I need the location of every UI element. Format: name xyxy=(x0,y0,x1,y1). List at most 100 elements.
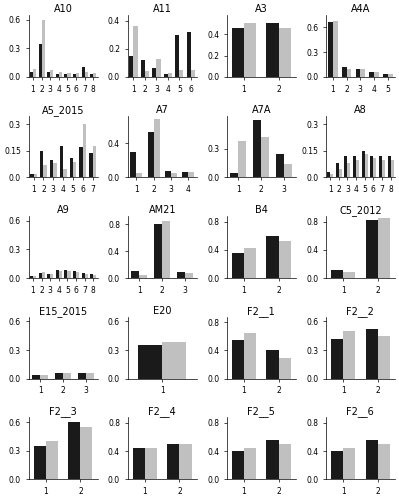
Title: F2__3: F2__3 xyxy=(49,406,77,418)
Title: A7A: A7A xyxy=(251,104,271,115)
Bar xyxy=(387,156,391,178)
Bar xyxy=(56,270,59,278)
Bar xyxy=(130,152,136,178)
Title: A3: A3 xyxy=(255,4,268,14)
Bar xyxy=(391,160,393,178)
Bar xyxy=(68,422,81,479)
Bar xyxy=(356,68,360,77)
Bar xyxy=(145,448,157,479)
Bar xyxy=(78,373,86,378)
Bar xyxy=(141,60,145,77)
Bar xyxy=(182,172,188,178)
Bar xyxy=(344,156,348,178)
Bar xyxy=(50,274,53,278)
Bar xyxy=(365,440,377,479)
Bar xyxy=(134,26,138,77)
Bar xyxy=(176,34,180,77)
Bar xyxy=(138,346,162,378)
Bar xyxy=(32,375,40,378)
Bar xyxy=(76,73,79,77)
Bar xyxy=(83,124,86,178)
Bar xyxy=(279,444,290,479)
Bar xyxy=(177,272,185,278)
Bar xyxy=(382,160,385,178)
Bar xyxy=(244,448,256,479)
Bar xyxy=(360,70,365,77)
Bar xyxy=(43,165,47,177)
Bar xyxy=(238,141,246,178)
Bar xyxy=(47,274,50,278)
Bar xyxy=(331,338,343,378)
Bar xyxy=(46,441,58,479)
Bar xyxy=(369,72,374,77)
Bar xyxy=(331,451,343,479)
Bar xyxy=(343,448,355,479)
Bar xyxy=(133,448,145,479)
Bar xyxy=(34,174,37,178)
Bar xyxy=(85,274,88,278)
Bar xyxy=(348,164,350,177)
Bar xyxy=(244,24,256,77)
Bar xyxy=(365,329,377,378)
Bar xyxy=(373,158,376,178)
Bar xyxy=(180,70,184,77)
Bar xyxy=(65,270,67,278)
Bar xyxy=(356,160,359,178)
Bar xyxy=(67,73,71,77)
Bar xyxy=(41,272,45,278)
Bar xyxy=(187,32,191,77)
Bar xyxy=(89,152,93,178)
Bar xyxy=(65,74,67,77)
Bar xyxy=(361,151,365,178)
Bar xyxy=(185,274,193,278)
Bar xyxy=(53,164,57,177)
Bar xyxy=(267,236,279,278)
Bar xyxy=(33,276,36,278)
Bar xyxy=(129,56,134,77)
Bar xyxy=(365,220,377,278)
Bar xyxy=(63,168,67,177)
Bar xyxy=(374,72,379,77)
Bar xyxy=(232,254,244,278)
Title: A8: A8 xyxy=(354,104,367,115)
Bar xyxy=(333,20,338,77)
Bar xyxy=(232,451,244,479)
Title: AM21: AM21 xyxy=(148,206,176,216)
Bar xyxy=(383,74,388,77)
Bar xyxy=(353,156,356,178)
Bar xyxy=(276,154,284,178)
Bar xyxy=(93,275,97,278)
Bar xyxy=(60,146,63,178)
Bar xyxy=(55,373,63,378)
Bar xyxy=(188,172,194,178)
Bar xyxy=(164,74,168,77)
Bar xyxy=(244,248,256,278)
Bar xyxy=(154,224,162,278)
Bar xyxy=(145,71,149,77)
Bar xyxy=(388,74,393,77)
Bar xyxy=(365,154,367,178)
Bar xyxy=(162,221,170,278)
Bar xyxy=(73,272,76,278)
Bar xyxy=(232,28,244,77)
Title: F2__6: F2__6 xyxy=(346,406,374,418)
Bar xyxy=(253,120,261,178)
Bar xyxy=(347,70,352,77)
Title: F2__4: F2__4 xyxy=(148,406,176,418)
Title: A10: A10 xyxy=(54,4,73,14)
Bar xyxy=(171,173,177,178)
Bar xyxy=(73,74,76,77)
Bar xyxy=(180,444,192,479)
Bar xyxy=(168,72,172,77)
Bar xyxy=(50,160,53,178)
Bar xyxy=(93,146,96,178)
Bar xyxy=(82,274,85,278)
Bar xyxy=(69,158,73,178)
Bar xyxy=(47,72,50,77)
Title: E15_2015: E15_2015 xyxy=(39,306,87,316)
Title: F2__2: F2__2 xyxy=(346,306,374,316)
Bar xyxy=(267,440,279,479)
Title: A7: A7 xyxy=(156,104,169,115)
Bar xyxy=(343,272,355,278)
Bar xyxy=(30,276,33,278)
